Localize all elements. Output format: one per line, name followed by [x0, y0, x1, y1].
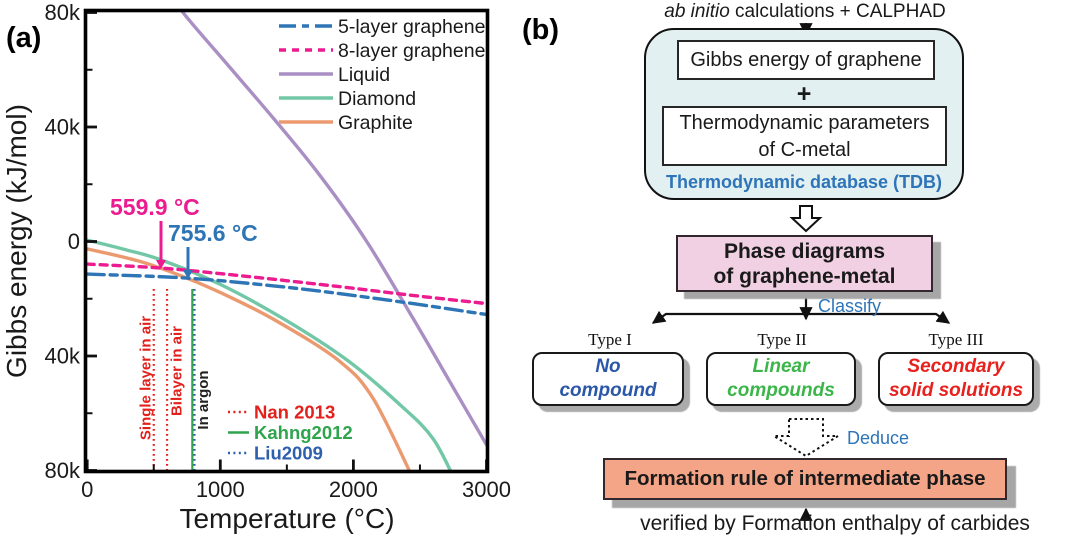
classify-left-arrow: [651, 310, 806, 324]
formation-rule-box: Formation rule of intermediate phase: [603, 458, 1007, 500]
y-axis-title: Gibbs energy (kJ/mol): [1, 104, 32, 378]
type3-box: Secondary solid solutions: [878, 352, 1034, 406]
vline-label: In argon: [195, 370, 212, 429]
vline-label: Single layer in air: [137, 316, 154, 440]
top-note-rest: calculations + CALPHAD: [729, 1, 946, 22]
y-tick-label: 80k: [45, 0, 81, 25]
tdb-caption: Thermodynamic database (TDB): [665, 172, 943, 192]
phase-box-line1: Phase diagrams: [723, 239, 886, 263]
type1-box: No compound: [532, 352, 684, 406]
panel-a-label: (a): [6, 22, 42, 54]
phase-diagrams-box: Phase diagrams of graphene-metal: [676, 235, 933, 292]
annotation-arrowhead-icon: [183, 270, 193, 279]
type1-line2: compound: [559, 380, 657, 401]
type2-box: Linear compounds: [706, 352, 856, 406]
legend-label: Diamond: [338, 88, 416, 110]
legend2-label: Kahng2012: [254, 422, 353, 443]
dashed-down-arrow-icon: [770, 418, 842, 458]
plot-area: [86, 11, 487, 471]
legend2-label: Liu2009: [254, 443, 323, 464]
y-tick-label: 0: [68, 229, 80, 254]
y-tick-label: 40k: [45, 115, 81, 140]
type2-line2: compounds: [727, 380, 835, 401]
legend-label: 5-layer graphene: [338, 16, 485, 38]
thermo-params-box: Thermodynamic parameters of C-metal: [662, 106, 947, 166]
type1-title: Type I: [588, 330, 632, 349]
curve-liquid: [180, 11, 487, 447]
vline-label: Bilayer in air: [169, 326, 186, 416]
legend2-label: Nan 2013: [254, 402, 335, 423]
deduce-label: Deduce: [847, 428, 910, 448]
classify-right-arrow: [806, 310, 951, 324]
type1-line1: No: [595, 356, 621, 377]
type3-title: Type III: [928, 330, 984, 349]
thermo-params-line1: Thermodynamic parameters: [679, 112, 930, 134]
phase-box-line2: of graphene-metal: [713, 264, 896, 288]
thermo-params-line2: of C-metal: [758, 139, 851, 161]
bottom-note: verified by Formation enthalpy of carbid…: [640, 512, 1030, 535]
gibbs-energy-box: Gibbs energy of graphene: [677, 40, 935, 80]
type2-line1: Linear: [752, 356, 810, 377]
gibbs-energy-chart: Single layer in air Bilayer in air In argo…: [0, 0, 520, 541]
legend-label: Graphite: [338, 112, 413, 134]
x-tick-label: 2000: [329, 477, 378, 502]
hollow-down-arrow-icon: [789, 205, 823, 233]
top-note-italic: ab initio: [664, 1, 730, 22]
x-tick-label: 3000: [462, 477, 511, 502]
annotation-temperature: 755.6 °C: [168, 220, 258, 246]
y-tick-label: 40k: [45, 344, 81, 369]
classify-label: Classify: [818, 296, 882, 316]
x-tick-label: 0: [81, 477, 93, 502]
type2-title: Type II: [757, 330, 807, 349]
plot-frame: [83, 8, 490, 474]
curve-8-layer-graphene: [86, 262, 487, 306]
legend-label: Liquid: [338, 64, 390, 86]
x-tick-label: 1000: [196, 477, 245, 502]
curve-5-layer-graphene: [86, 272, 487, 317]
panel-b-label: (b): [522, 14, 560, 46]
top-note: ab initio calculations + CALPHAD: [590, 1, 1020, 23]
formation-rule-text: Formation rule of intermediate phase: [624, 467, 986, 490]
y-tick-label: 80k: [45, 458, 81, 483]
curve-graphite: [86, 247, 412, 471]
annotation-arrowhead-icon: [156, 260, 166, 269]
plus-icon: +: [796, 80, 812, 108]
type3-line1: Secondary: [907, 356, 1005, 377]
annotation-temperature: 559.9 °C: [110, 194, 200, 220]
legend-label: 8-layer graphene: [338, 40, 485, 62]
curve-diamond: [86, 238, 453, 471]
type3-line2: solid solutions: [888, 380, 1024, 401]
x-axis-title: Temperature (°C): [179, 503, 394, 534]
